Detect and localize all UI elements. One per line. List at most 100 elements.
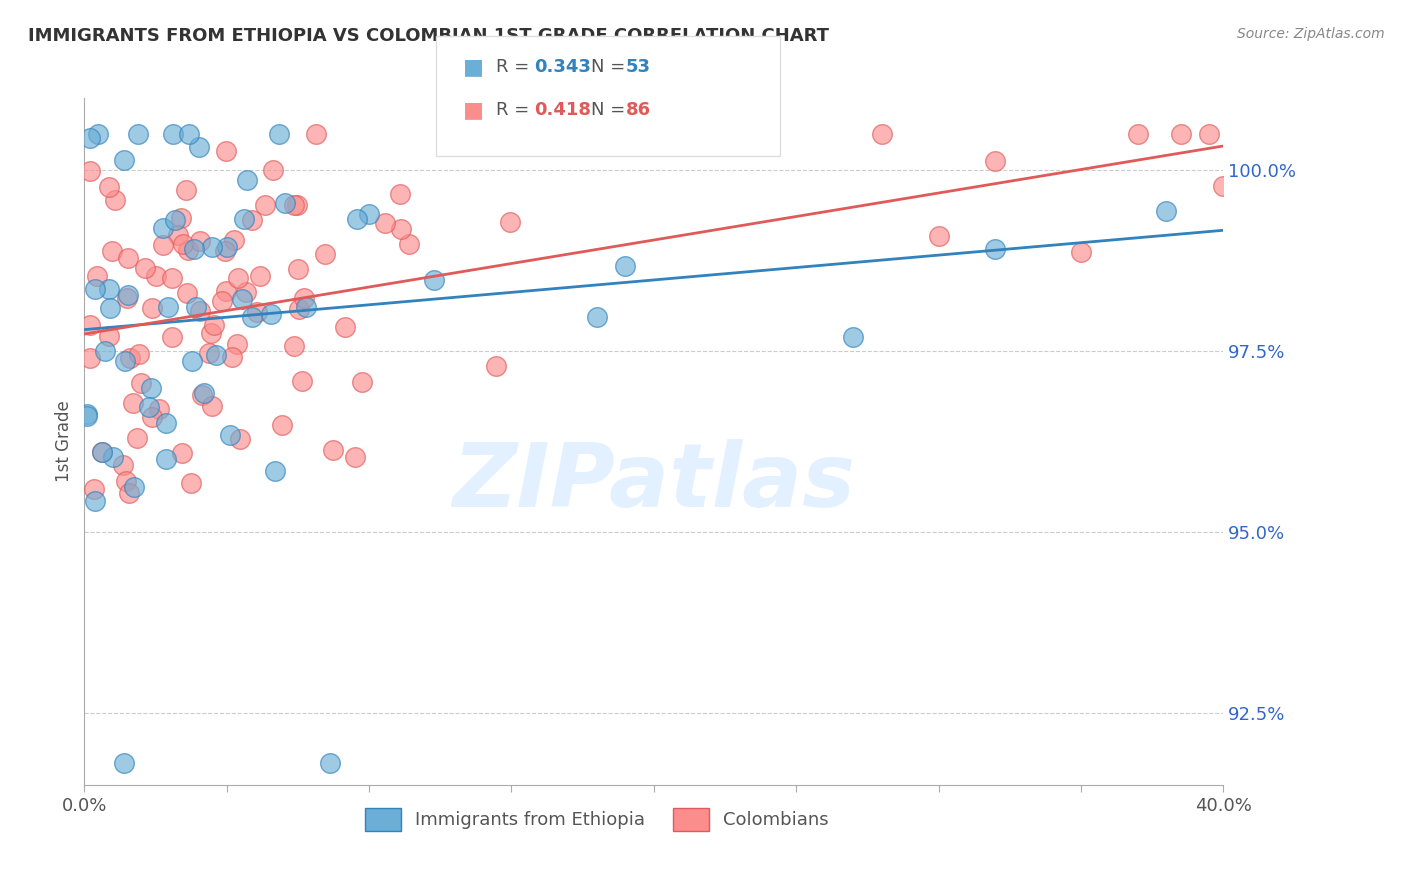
Point [200, 326, 222, 340]
Point [928, 228, 950, 243]
Point [117, 288, 139, 302]
Point [176, 286, 198, 301]
Text: Source: ZipAtlas.com: Source: ZipAtlas.com [1237, 27, 1385, 41]
Point [240, 213, 263, 227]
Point [84, 494, 107, 508]
Point [202, 318, 225, 332]
Legend: Immigrants from Ethiopia, Colombians: Immigrants from Ethiopia, Colombians [357, 801, 837, 838]
Point [291, 374, 314, 388]
Point [98, 282, 121, 296]
Point [177, 128, 200, 142]
Point [112, 153, 135, 167]
Point [87, 128, 110, 142]
Point [226, 271, 249, 285]
Point [1198, 128, 1220, 142]
Point [1156, 203, 1178, 218]
Point [148, 401, 170, 416]
Point [485, 359, 508, 374]
Point [104, 193, 127, 207]
Point [305, 128, 328, 142]
Point [186, 300, 208, 314]
Point [246, 305, 269, 319]
Point [217, 240, 239, 254]
Point [174, 183, 197, 197]
Point [269, 128, 291, 142]
Point [262, 162, 284, 177]
Point [346, 212, 368, 227]
Point [139, 381, 162, 395]
Point [162, 128, 184, 142]
Point [181, 354, 204, 368]
Point [145, 269, 167, 284]
Point [984, 242, 1007, 256]
Point [129, 376, 152, 391]
Point [141, 301, 163, 315]
Point [215, 144, 238, 158]
Point [214, 244, 236, 259]
Text: 53: 53 [626, 58, 651, 76]
Point [155, 417, 177, 431]
Point [984, 153, 1007, 168]
Point [122, 395, 145, 409]
Point [170, 211, 193, 226]
Point [118, 351, 141, 366]
Text: 86: 86 [626, 101, 651, 119]
Point [231, 292, 253, 306]
Point [274, 196, 297, 211]
Point [162, 330, 184, 344]
Point [233, 212, 256, 227]
Point [190, 234, 212, 248]
Point [172, 237, 194, 252]
Point [318, 756, 340, 771]
Point [138, 401, 160, 415]
Point [288, 301, 311, 316]
Point [128, 346, 150, 360]
Point [163, 213, 186, 227]
Point [235, 285, 257, 300]
Point [219, 428, 242, 442]
Text: R =: R = [496, 101, 536, 119]
Text: 0.418: 0.418 [534, 101, 592, 119]
Point [224, 233, 246, 247]
Point [115, 474, 138, 488]
Point [157, 301, 180, 315]
Point [253, 197, 276, 211]
Point [98, 179, 121, 194]
Point [114, 354, 136, 368]
Point [285, 198, 308, 212]
Point [201, 399, 224, 413]
Point [187, 140, 209, 154]
Point [155, 452, 177, 467]
Point [83, 482, 105, 496]
Point [118, 486, 141, 500]
Point [141, 409, 163, 424]
Point [283, 198, 305, 212]
Point [112, 458, 135, 473]
Point [177, 243, 200, 257]
Text: 0.343: 0.343 [534, 58, 591, 76]
Point [1170, 128, 1192, 142]
Text: N =: N = [591, 101, 630, 119]
Point [398, 237, 420, 252]
Point [201, 240, 224, 254]
Point [98, 301, 121, 316]
Point [166, 228, 188, 243]
Point [614, 259, 637, 273]
Point [294, 300, 316, 314]
Text: R =: R = [496, 58, 536, 76]
Point [127, 128, 149, 142]
Point [271, 417, 294, 432]
Point [76, 408, 98, 422]
Point [76, 409, 98, 423]
Point [422, 273, 444, 287]
Point [343, 450, 366, 464]
Point [115, 292, 138, 306]
Point [188, 304, 211, 318]
Point [229, 432, 252, 446]
Point [260, 307, 283, 321]
Point [350, 376, 373, 390]
Point [205, 348, 228, 362]
Text: N =: N = [591, 58, 630, 76]
Text: ZIPatlas: ZIPatlas [453, 439, 855, 526]
Point [249, 268, 271, 283]
